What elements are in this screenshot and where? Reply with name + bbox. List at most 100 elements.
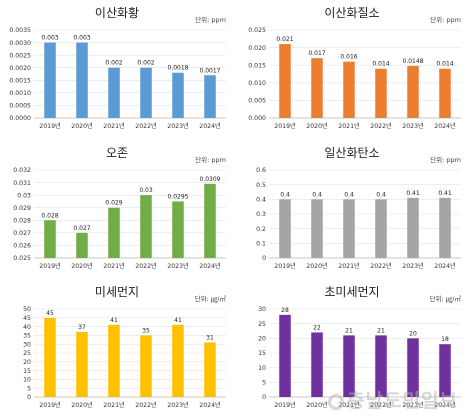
y-tick-label: 10	[258, 365, 266, 372]
bar	[44, 42, 56, 119]
data-label: 0.014	[372, 61, 389, 68]
data-label: 37	[78, 324, 86, 331]
x-tick-label: 2023년	[402, 401, 424, 409]
data-label: 0.017	[308, 50, 325, 57]
chart-svg-co: 일산화탄소 단위: ppm 0 0.1 0.2 0.3 0.4 0.5 0.6 0.4 2019년 0…	[256, 146, 461, 270]
y-tick-label: 0.005	[248, 98, 266, 105]
x-tick-label: 2021년	[338, 401, 360, 409]
y-tick-label: 5	[262, 380, 266, 387]
data-label: 0.0295	[168, 193, 189, 200]
bar	[108, 67, 120, 118]
y-tick-label: 0.0005	[9, 103, 31, 110]
data-label: 0.4	[376, 191, 386, 198]
y-tick-label: 0.032	[13, 167, 31, 174]
y-tick-label: 0.2	[256, 226, 266, 233]
chart-panel-so2: 이산화황 단위: ppm 0.0000 0.0005 0.0010 0.0015 0.002…	[0, 0, 235, 140]
bar	[375, 68, 387, 118]
bar	[439, 197, 451, 258]
bar	[140, 67, 152, 118]
data-label: 0.014	[436, 61, 453, 68]
y-tick-label: 0.0010	[9, 90, 31, 97]
y-tick-label: 25	[23, 350, 31, 357]
bar	[204, 183, 216, 258]
y-tick-label: 15	[258, 350, 266, 357]
chart-title: 오존	[106, 146, 128, 160]
data-label: 20	[409, 330, 417, 337]
data-label: 0.003	[73, 35, 90, 42]
bar	[44, 317, 56, 397]
data-label: 0.016	[340, 54, 357, 61]
bar	[140, 195, 152, 258]
chart-title: 미세먼지	[95, 285, 139, 299]
chart-svg-pm10: 미세먼지 단위: ㎍/㎥05101520253035404550452019년37…	[23, 285, 227, 409]
y-tick-label: 0.025	[13, 255, 31, 262]
x-tick-label: 2020년	[71, 401, 93, 409]
y-tick-label: 0.0035	[9, 27, 31, 34]
data-label: 0.0017	[200, 67, 221, 74]
y-tick-label: 0.03	[17, 192, 31, 199]
data-label: 0.002	[137, 60, 154, 67]
data-label: 28	[281, 307, 289, 314]
watermark: 충남도민일보	[328, 386, 458, 413]
chart-title: 일산화탄소	[324, 146, 379, 160]
unit-label: 단위: ㎍/㎥	[195, 294, 227, 304]
x-tick-label: 2019년	[274, 122, 296, 130]
y-tick-label: 5	[27, 385, 31, 392]
y-tick-label: 15	[23, 368, 31, 375]
y-tick-label: 0.031	[13, 180, 31, 187]
x-tick-label: 2024년	[434, 122, 456, 130]
unit-label: 단위: ppm	[430, 15, 461, 24]
bar	[311, 332, 323, 397]
bar	[204, 342, 216, 397]
x-tick-label: 2022년	[370, 262, 392, 270]
data-label: 0.021	[276, 36, 293, 43]
bar	[108, 324, 120, 397]
y-tick-label: 0.028	[13, 217, 31, 224]
y-tick-label: 0.0025	[9, 52, 31, 59]
bar	[279, 314, 291, 397]
y-tick-label: 0.000	[248, 115, 266, 122]
bar	[76, 42, 88, 119]
data-label: 0.41	[438, 190, 452, 197]
y-tick-label: 0.4	[256, 197, 266, 204]
chart-panel-co: 일산화탄소 단위: ppm 0 0.1 0.2 0.3 0.4 0.5 0.6 0.4 2019년 0…	[235, 140, 470, 280]
bar	[375, 199, 387, 258]
x-tick-label: 2019년	[39, 122, 61, 130]
data-label: 0.4	[280, 191, 290, 198]
bar	[311, 199, 323, 258]
y-tick-label: 30	[258, 306, 266, 313]
x-tick-label: 2021년	[103, 262, 125, 270]
x-tick-label: 2023년	[167, 262, 189, 270]
bar	[108, 207, 120, 258]
unit-label: 단위: ppm	[430, 155, 461, 164]
y-tick-label: 0.0020	[9, 65, 31, 72]
x-tick-label: 2021년	[338, 262, 360, 270]
bar	[279, 44, 291, 118]
bar	[172, 324, 184, 397]
unit-label: 단위: ㎍/㎥	[430, 294, 462, 304]
bar	[279, 199, 291, 258]
chart-title: 이산화황	[95, 6, 139, 20]
bar	[343, 199, 355, 258]
data-label: 22	[313, 324, 321, 331]
data-label: 31	[206, 334, 214, 341]
x-tick-label: 2021년	[103, 401, 125, 409]
y-tick-label: 0	[27, 394, 31, 401]
data-label: 0.41	[406, 190, 420, 197]
x-tick-label: 2024년	[434, 401, 456, 409]
x-tick-label: 2024년	[199, 401, 221, 409]
data-label: 0.002	[105, 60, 122, 67]
data-label: 0.4	[344, 191, 354, 198]
x-tick-label: 2023년	[402, 122, 424, 130]
y-tick-label: 0.026	[13, 243, 31, 250]
y-tick-label: 0.5	[256, 182, 266, 189]
bar	[204, 75, 216, 118]
data-label: 0.003	[41, 35, 58, 42]
y-tick-label: 0.027	[13, 230, 31, 237]
x-tick-label: 2021년	[103, 122, 125, 130]
x-tick-label: 2024년	[434, 262, 456, 270]
data-label: 0.0148	[403, 58, 424, 65]
x-tick-label: 2022년	[370, 122, 392, 130]
y-tick-label: 0.0030	[9, 40, 31, 47]
